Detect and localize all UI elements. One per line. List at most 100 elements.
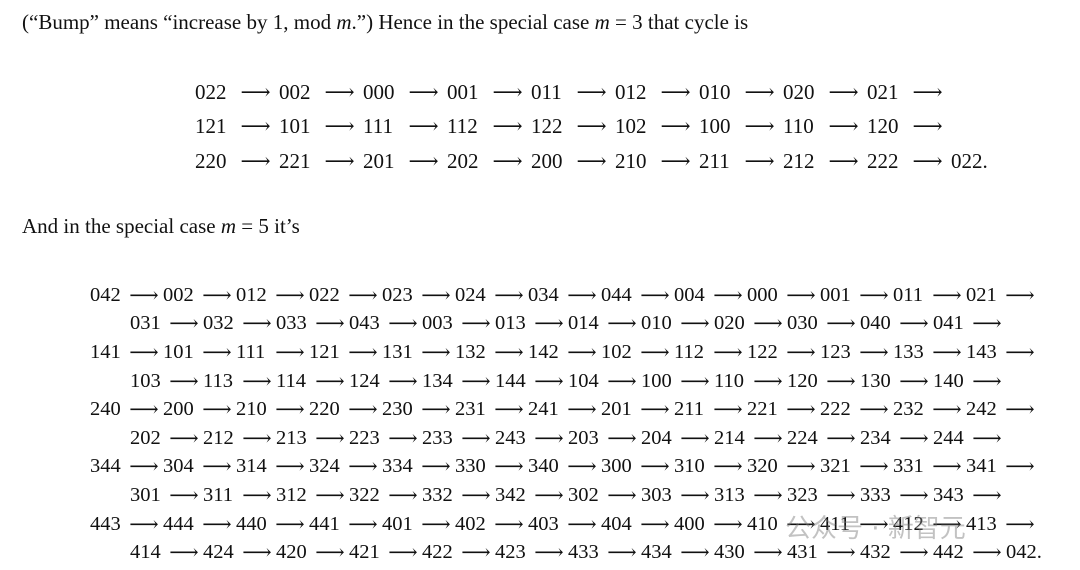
cycle-state: 112 (674, 340, 704, 363)
long-right-arrow-icon: ⟶ (315, 542, 345, 565)
cycle-state: 242 (966, 398, 997, 421)
cycle-state: 143 (966, 340, 997, 363)
cycle-state: 412 (893, 512, 924, 535)
cycle-state: 130 (860, 369, 891, 392)
cycle-state: 202 (130, 426, 161, 449)
cycle-row: 414 ⟶ 424 ⟶ 420 ⟶ 421 ⟶ 422 ⟶ 423 ⟶ 433 ⟶ 434 ⟶ 430 ⟶ 431 ⟶… (90, 538, 1042, 567)
cycle-row: 202 ⟶ 212 ⟶ 213 ⟶ 223 ⟶ 233 ⟶ 243 ⟶ 203 ⟶ 204 ⟶ 214 ⟶ 224 ⟶… (90, 424, 1041, 453)
long-right-arrow-icon: ⟶ (388, 427, 418, 450)
long-right-arrow-icon: ⟶ (576, 114, 607, 139)
long-right-arrow-icon: ⟶ (421, 513, 451, 536)
long-right-arrow-icon: ⟶ (826, 427, 856, 450)
cycle-state: 344 (90, 455, 121, 478)
cycle-state: 224 (787, 426, 818, 449)
cycle-state: 011 (531, 79, 562, 104)
cycle-state: 103 (130, 369, 161, 392)
cycle-state: 212 (203, 426, 234, 449)
cycle-state: 321 (820, 455, 851, 478)
long-right-arrow-icon: ⟶ (275, 456, 305, 479)
cycle-state: 301 (130, 483, 161, 506)
cycle-state: 443 (90, 512, 121, 535)
cycle-state: 022 (309, 283, 340, 306)
cycle-state: 211 (674, 398, 704, 421)
cycle-state: 034 (528, 283, 559, 306)
long-right-arrow-icon: ⟶ (492, 148, 523, 173)
cycle-state: 042 (90, 283, 121, 306)
cycle-row: 121 ⟶ 101 ⟶ 111 ⟶ 112 ⟶ 122 ⟶ 102 ⟶ 100 ⟶ 110 ⟶ 120 ⟶ (195, 110, 988, 145)
long-right-arrow-icon: ⟶ (388, 313, 418, 336)
cycle-state: 042. (1006, 541, 1042, 564)
cycle-state: 203 (568, 426, 599, 449)
cycle-state: 231 (455, 398, 486, 421)
long-right-arrow-icon: ⟶ (240, 148, 271, 173)
cycle-state: 003 (422, 312, 453, 335)
long-right-arrow-icon: ⟶ (421, 284, 451, 307)
long-right-arrow-icon: ⟶ (713, 513, 743, 536)
cycle-row: 031 ⟶ 032 ⟶ 033 ⟶ 043 ⟶ 003 ⟶ 013 ⟶ 014 ⟶ 010 ⟶ 020 ⟶ 030 ⟶… (90, 310, 1041, 339)
cycle-state: 114 (276, 369, 306, 392)
long-right-arrow-icon: ⟶ (826, 484, 856, 507)
cycle-row: 103 ⟶ 113 ⟶ 114 ⟶ 124 ⟶ 134 ⟶ 144 ⟶ 104 ⟶ 100 ⟶ 110 ⟶ 120 ⟶… (90, 367, 1041, 396)
cycle-state: 002 (163, 283, 194, 306)
long-right-arrow-icon: ⟶ (607, 484, 637, 507)
long-right-arrow-icon: ⟶ (567, 513, 597, 536)
long-right-arrow-icon: ⟶ (680, 542, 710, 565)
long-right-arrow-icon: ⟶ (1005, 513, 1035, 536)
long-right-arrow-icon: ⟶ (567, 399, 597, 422)
cycle-state: 121 (309, 340, 340, 363)
cycle-state: 304 (163, 455, 194, 478)
cycle-state: 113 (203, 369, 233, 392)
long-right-arrow-icon: ⟶ (242, 313, 272, 336)
long-right-arrow-icon: ⟶ (324, 148, 355, 173)
long-right-arrow-icon: ⟶ (202, 399, 232, 422)
cycle-state: 302 (568, 483, 599, 506)
cycle-state: 303 (641, 483, 672, 506)
cycle-state: 200 (531, 148, 563, 173)
cycle-state: 230 (382, 398, 413, 421)
long-right-arrow-icon: ⟶ (680, 370, 710, 393)
long-right-arrow-icon: ⟶ (753, 313, 783, 336)
long-right-arrow-icon: ⟶ (169, 313, 199, 336)
long-right-arrow-icon: ⟶ (461, 313, 491, 336)
long-right-arrow-icon: ⟶ (744, 79, 775, 104)
long-right-arrow-icon: ⟶ (348, 341, 378, 364)
long-right-arrow-icon: ⟶ (640, 284, 670, 307)
math-variable: m (220, 214, 237, 238)
cycle-state: 433 (568, 541, 599, 564)
cycle-state: 202 (447, 148, 479, 173)
long-right-arrow-icon: ⟶ (494, 284, 524, 307)
long-right-arrow-icon: ⟶ (494, 341, 524, 364)
long-right-arrow-icon: ⟶ (461, 370, 491, 393)
long-right-arrow-icon: ⟶ (1005, 399, 1035, 422)
cycle-state: 030 (787, 312, 818, 335)
long-right-arrow-icon: ⟶ (607, 427, 637, 450)
cycle-state: 013 (495, 312, 526, 335)
cycle-state: 132 (455, 340, 486, 363)
cycle-state: 012 (236, 283, 267, 306)
cycle-state: 000 (747, 283, 778, 306)
cycle-state: 323 (787, 483, 818, 506)
cycle-state: 440 (236, 512, 267, 535)
long-right-arrow-icon: ⟶ (786, 513, 816, 536)
cycle-state: 010 (641, 312, 672, 335)
cycle-state: 124 (349, 369, 380, 392)
long-right-arrow-icon: ⟶ (202, 456, 232, 479)
cycle-state: 401 (382, 512, 413, 535)
cycle-state: 222 (820, 398, 851, 421)
cycle-row: 344 ⟶ 304 ⟶ 314 ⟶ 324 ⟶ 334 ⟶ 330 ⟶ 340 ⟶ 300 ⟶ 310 ⟶ 320 ⟶… (90, 453, 1041, 482)
long-right-arrow-icon: ⟶ (348, 513, 378, 536)
cycle-state: 142 (528, 340, 559, 363)
long-right-arrow-icon: ⟶ (576, 148, 607, 173)
cycle-state: 322 (349, 483, 380, 506)
cycle-state: 001 (447, 79, 479, 104)
cycle-state: 012 (615, 79, 647, 104)
long-right-arrow-icon: ⟶ (242, 427, 272, 450)
cycle-state: 020 (714, 312, 745, 335)
long-right-arrow-icon: ⟶ (660, 79, 691, 104)
long-right-arrow-icon: ⟶ (408, 114, 439, 139)
cycle-state: 024 (455, 283, 486, 306)
cycle-row: 220 ⟶ 221 ⟶ 201 ⟶ 202 ⟶ 200 ⟶ 210 ⟶ 211 ⟶ 212 ⟶ 222 ⟶ 022. (195, 144, 988, 179)
cycle-state: 234 (860, 426, 891, 449)
long-right-arrow-icon: ⟶ (859, 341, 889, 364)
long-right-arrow-icon: ⟶ (240, 79, 271, 104)
